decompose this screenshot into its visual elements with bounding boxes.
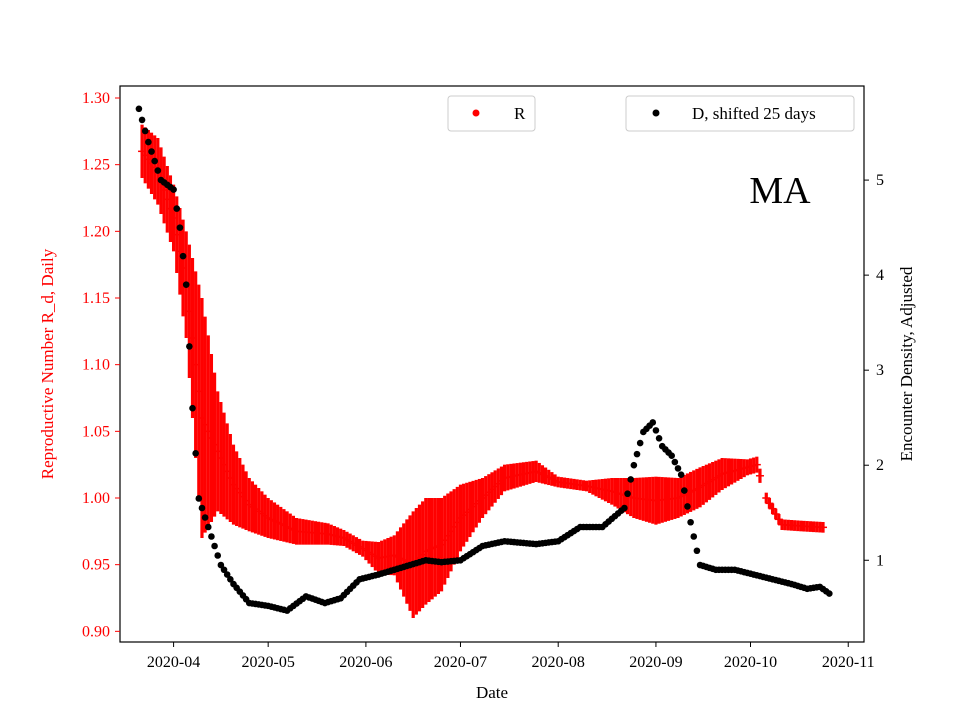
y-right-tick-label: 2 bbox=[876, 457, 884, 474]
d-point bbox=[214, 552, 222, 559]
d-point bbox=[151, 157, 158, 165]
d-point bbox=[677, 471, 685, 479]
d-point bbox=[674, 465, 682, 472]
y-axis-right: 1 2 3 4 5 bbox=[864, 172, 884, 569]
d-point bbox=[684, 503, 691, 510]
y-left-tick-label: 1.30 bbox=[82, 90, 110, 107]
x-axis: 2020-04 2020-05 2020-06 2020-07 2020-08 2020-… bbox=[147, 642, 875, 671]
y-right-tick-label: 4 bbox=[876, 267, 884, 284]
d-point bbox=[148, 148, 155, 155]
y-axis-left: 0.90 0.95 1.00 1.05 1.10 1.15 1.20 1.25 1.30 bbox=[82, 90, 120, 640]
y-right-tick-label: 1 bbox=[876, 552, 884, 569]
d-point bbox=[649, 419, 657, 426]
y-left-tick-label: 0.90 bbox=[82, 623, 110, 640]
x-tick-label: 2020-07 bbox=[434, 654, 487, 671]
y-left-tick-label: 1.10 bbox=[82, 357, 110, 374]
d-point bbox=[671, 458, 679, 466]
d-point bbox=[630, 461, 638, 469]
y-left-tick-label: 0.95 bbox=[82, 557, 110, 574]
d-series-layer bbox=[135, 105, 833, 614]
d-point bbox=[693, 547, 701, 555]
d-point bbox=[668, 452, 675, 460]
d-point bbox=[198, 504, 206, 512]
legend-r-marker bbox=[472, 109, 480, 117]
d-point bbox=[211, 542, 218, 550]
y-axis-left-label: Reproductive Number R_d, Daily bbox=[38, 248, 57, 479]
x-axis-label: Date bbox=[476, 683, 508, 702]
legend-r-box bbox=[447, 95, 536, 132]
d-point bbox=[192, 450, 199, 457]
x-tick-label: 2020-05 bbox=[242, 654, 295, 671]
d-point bbox=[227, 575, 234, 583]
legend-d-label: D, shifted 25 days bbox=[692, 104, 816, 123]
y-axis-right-label: Encounter Density, Adjusted bbox=[897, 266, 916, 461]
d-point bbox=[186, 343, 193, 350]
legend-r: R bbox=[447, 95, 536, 132]
d-point bbox=[154, 167, 162, 174]
d-point bbox=[135, 105, 143, 113]
y-left-tick-label: 1.15 bbox=[82, 290, 110, 307]
d-point bbox=[687, 518, 694, 526]
d-point bbox=[621, 504, 628, 512]
d-point bbox=[176, 224, 184, 231]
d-point bbox=[627, 476, 635, 483]
d-point bbox=[655, 434, 663, 442]
legend-d: D, shifted 25 days bbox=[625, 95, 855, 132]
d-point bbox=[223, 571, 231, 578]
d-point bbox=[195, 495, 203, 502]
y-left-tick-label: 1.25 bbox=[82, 157, 110, 174]
d-point bbox=[179, 252, 187, 260]
d-point bbox=[208, 533, 215, 540]
d-point bbox=[141, 127, 149, 135]
d-point bbox=[624, 490, 631, 498]
y-left-tick-label: 1.00 bbox=[82, 490, 110, 507]
legend-d-box bbox=[625, 95, 855, 132]
legend-r-label: R bbox=[514, 104, 526, 123]
d-point bbox=[173, 205, 181, 212]
d-point bbox=[633, 450, 641, 458]
plot-frame bbox=[119, 85, 865, 643]
y-left-tick-label: 1.05 bbox=[82, 423, 110, 440]
d-point bbox=[138, 116, 146, 124]
x-tick-label: 2020-04 bbox=[147, 654, 200, 671]
x-tick-label: 2020-11 bbox=[822, 654, 875, 671]
d-point bbox=[217, 561, 225, 569]
x-tick-label: 2020-09 bbox=[629, 654, 682, 671]
d-point bbox=[690, 533, 698, 540]
d-point bbox=[652, 427, 660, 434]
d-point bbox=[189, 404, 196, 412]
d-point bbox=[182, 281, 190, 288]
d-point bbox=[170, 186, 177, 193]
y-right-tick-label: 5 bbox=[876, 172, 884, 189]
y-right-tick-label: 3 bbox=[876, 362, 884, 379]
d-point bbox=[681, 487, 688, 494]
x-tick-label: 2020-08 bbox=[532, 654, 585, 671]
legend-d-marker bbox=[652, 109, 660, 117]
state-annotation: MA bbox=[749, 170, 811, 212]
d-point bbox=[145, 138, 152, 146]
d-point bbox=[220, 566, 228, 574]
x-tick-label: 2020-06 bbox=[339, 654, 392, 671]
d-point bbox=[201, 514, 209, 521]
d-point bbox=[826, 590, 833, 597]
d-point bbox=[204, 523, 212, 531]
d-point bbox=[636, 439, 644, 447]
x-tick-label: 2020-10 bbox=[724, 654, 777, 671]
y-left-tick-label: 1.20 bbox=[82, 223, 110, 240]
